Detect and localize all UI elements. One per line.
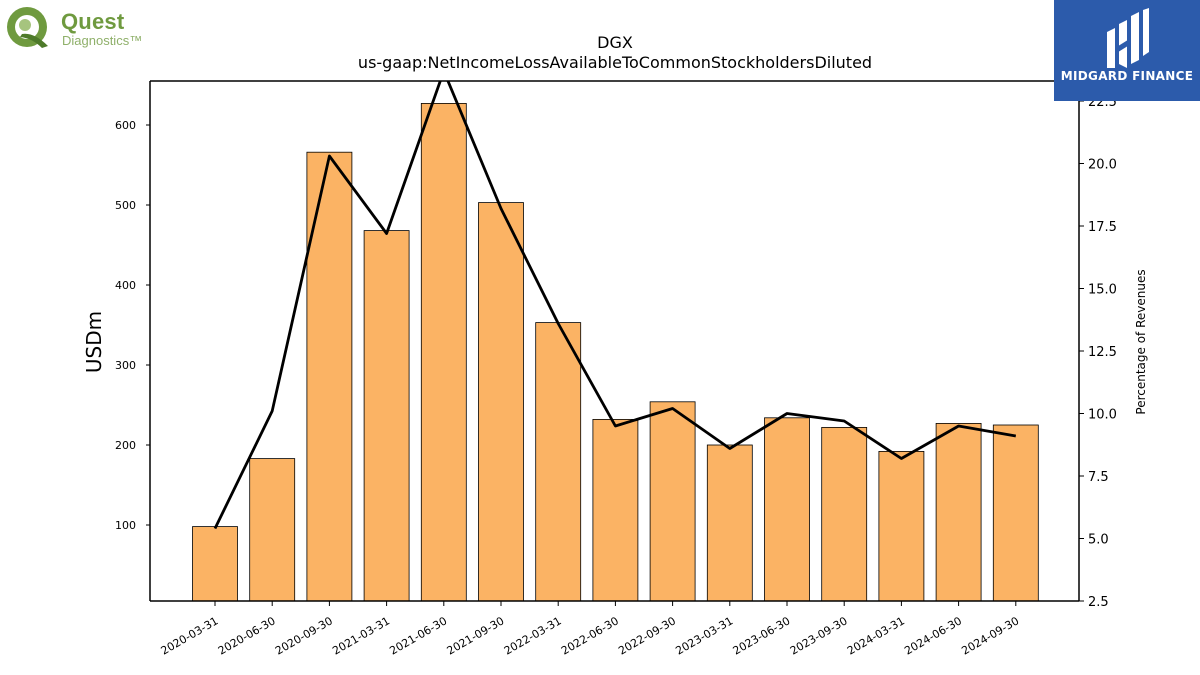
y-tick-label: 600 xyxy=(115,119,136,132)
y2-axis-label: Percentage of Revenues xyxy=(1134,269,1148,414)
y-tick-label: 500 xyxy=(115,199,136,212)
bar xyxy=(821,426,868,602)
x-tick-label: 2023-03-31 xyxy=(673,614,735,657)
quest-logo-icon xyxy=(7,7,48,48)
y-tick-label: 400 xyxy=(115,279,136,292)
x-tick-label: 2024-03-31 xyxy=(845,614,907,657)
bar xyxy=(420,103,467,602)
bar xyxy=(306,151,353,602)
x-tick-label: 2022-03-31 xyxy=(502,614,564,657)
y2-tick-label: 7.5 xyxy=(1088,470,1109,485)
bars xyxy=(192,103,1039,602)
y-tick-label: 100 xyxy=(115,519,136,532)
quest-logo-text: Quest xyxy=(61,9,125,34)
x-tick-label: 2022-06-30 xyxy=(559,614,621,657)
x-axis-ticks: 2020-03-312020-06-302020-09-302021-03-31… xyxy=(159,601,1021,658)
y2-tick-label: 5.0 xyxy=(1088,533,1109,548)
chart-title: DGX xyxy=(597,33,633,52)
bar xyxy=(192,526,238,602)
x-tick-label: 2023-06-30 xyxy=(731,614,793,657)
bar xyxy=(992,424,1039,602)
y-tick-label: 200 xyxy=(115,439,136,452)
x-tick-label: 2020-03-31 xyxy=(159,614,221,657)
y-tick-label: 300 xyxy=(115,359,136,372)
bar xyxy=(478,202,524,602)
midgard-finance-logo: MIDGARD FINANCE xyxy=(1054,0,1200,101)
bar xyxy=(249,458,296,602)
bar xyxy=(363,230,410,602)
midgard-logo-text: MIDGARD FINANCE xyxy=(1060,69,1194,83)
x-tick-label: 2020-06-30 xyxy=(216,614,278,657)
y2-tick-label: 20.0 xyxy=(1088,158,1117,173)
x-tick-label: 2021-03-31 xyxy=(330,614,392,657)
ratio-line-layer xyxy=(213,81,1017,530)
y2-tick-label: 2.5 xyxy=(1088,595,1109,610)
x-tick-label: 2023-09-30 xyxy=(788,614,850,657)
y2-tick-label: 12.5 xyxy=(1088,345,1117,360)
left-axis-ticks: 100 200 300 400 500 600 xyxy=(115,119,150,532)
x-tick-label: 2024-09-30 xyxy=(959,614,1021,657)
x-tick-label: 2021-09-30 xyxy=(445,614,507,657)
x-tick-label: 2024-06-30 xyxy=(902,614,964,657)
bar xyxy=(878,450,925,602)
x-tick-label: 2020-09-30 xyxy=(273,614,335,657)
right-axis-ticks: 2.55.07.510.012.515.017.520.022.5 xyxy=(1079,95,1117,610)
x-tick-label: 2021-06-30 xyxy=(387,614,449,657)
diagnostics-logo-text: Diagnostics™ xyxy=(62,33,143,48)
bar xyxy=(649,401,696,602)
bar xyxy=(592,418,639,602)
y-axis-label: USDm xyxy=(82,311,106,373)
y2-tick-label: 15.0 xyxy=(1088,283,1117,298)
x-tick-label: 2022-09-30 xyxy=(616,614,678,657)
bar xyxy=(706,444,753,602)
midgard-logo-icon xyxy=(1107,8,1149,68)
bar xyxy=(764,417,810,602)
axes xyxy=(149,80,1080,602)
chart-subtitle: us-gaap:NetIncomeLossAvailableToCommonSt… xyxy=(358,53,872,72)
bar xyxy=(935,422,982,602)
bar xyxy=(535,322,582,602)
quest-diagnostics-logo: Quest Diagnostics™ xyxy=(4,4,164,52)
y2-tick-label: 10.0 xyxy=(1088,408,1117,423)
y2-tick-label: 17.5 xyxy=(1088,220,1117,235)
